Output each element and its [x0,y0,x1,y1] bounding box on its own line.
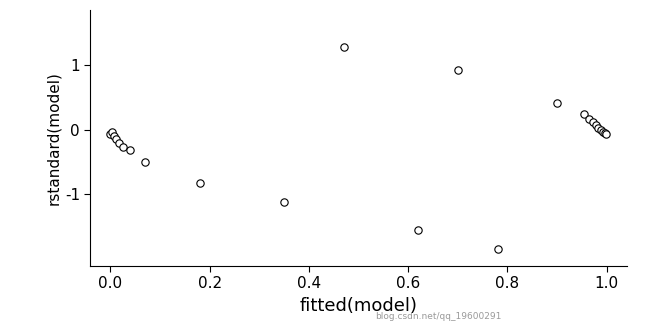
Point [492,247,503,252]
X-axis label: fitted(model): fitted(model) [300,296,417,315]
Point [601,131,611,137]
Point [588,119,598,124]
Point [109,133,119,138]
Point [125,148,135,153]
Point [579,112,590,117]
Point [552,100,562,105]
Point [111,136,121,141]
Point [598,129,608,134]
Text: blog.csdn.net/qq_19600291: blog.csdn.net/qq_19600291 [375,312,501,321]
Point [453,67,463,72]
Point [593,125,603,130]
Point [194,180,205,185]
Point [413,227,423,233]
Y-axis label: rstandard(model): rstandard(model) [46,71,61,205]
Point [599,130,610,135]
Point [279,200,289,205]
Point [339,45,349,50]
Point [590,123,601,128]
Point [107,129,118,135]
Point [114,140,125,145]
Point [584,116,594,121]
Point [118,144,128,150]
Point [140,159,151,165]
Point [105,131,116,136]
Point [596,127,606,132]
